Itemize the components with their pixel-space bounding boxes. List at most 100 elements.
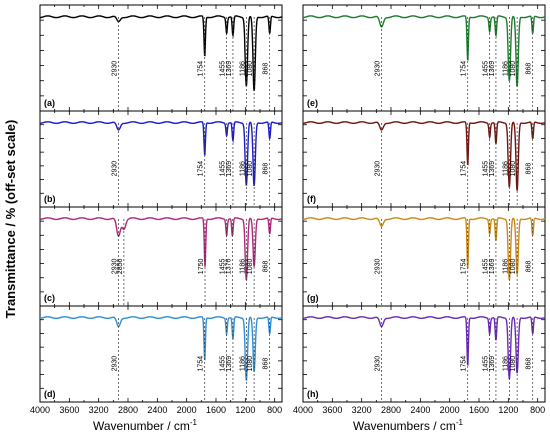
spectrum-line	[40, 15, 283, 91]
peak-label: 1080	[247, 61, 254, 77]
peak-label: 1369	[489, 61, 496, 77]
peak-label: 868	[526, 358, 533, 370]
peak-label: 1186	[239, 356, 246, 371]
x-tick-label: 1200	[498, 405, 518, 415]
peak-label: 1186	[502, 61, 509, 76]
peak-label: 1186	[239, 259, 246, 274]
spectrum-line	[303, 316, 546, 380]
panel-frame	[39, 305, 283, 403]
x-tick-label: 3200	[89, 405, 109, 415]
panel-label: (c)	[44, 293, 55, 303]
peak-label: 1186	[502, 356, 509, 371]
panel-label: (b)	[44, 194, 56, 204]
panel-label: (d)	[44, 389, 56, 399]
peak-label: 2930	[111, 61, 118, 77]
peak-label: 1369	[489, 259, 496, 275]
peak-label: 1376	[225, 259, 232, 275]
peak-label: 1369	[489, 161, 496, 177]
peak-label: 1754	[461, 356, 468, 372]
peak-label: 1369	[226, 161, 233, 177]
panel-f: 2930 1754 1455 1369 1186 1080 868 (f)	[302, 110, 546, 208]
peak-label: 1186	[502, 161, 509, 176]
x-tick-label: 4000	[293, 405, 313, 415]
peak-label: 1754	[461, 259, 468, 275]
panel-label: (g)	[307, 293, 319, 303]
x-axis-label-left: Wavenumber / cm-1	[93, 418, 198, 433]
x-tick-label: 3200	[352, 405, 372, 415]
peak-label: 2930	[374, 161, 381, 177]
peak-label: 1754	[198, 161, 205, 177]
peak-label: 1455	[220, 356, 227, 372]
peak-label: 1754	[461, 61, 468, 77]
peak-label: 1369	[226, 61, 233, 77]
panel-e: 2930 1754 1455 1369 1186 1080 868 (e)	[302, 4, 546, 112]
x-tick-label: 800	[267, 405, 282, 415]
peak-label: 868	[526, 63, 533, 75]
x-tick-label: 2400	[410, 405, 430, 415]
peak-label: 1080	[247, 356, 254, 372]
peak-label: 1080	[247, 259, 254, 275]
peak-label: 1080	[510, 161, 517, 177]
panel-frame	[302, 305, 546, 403]
peak-label: 1186	[502, 259, 509, 274]
peak-label: 1455	[483, 356, 490, 372]
peak-label: 868	[526, 260, 533, 272]
peak-label: 2930	[111, 259, 118, 275]
spectrum-line	[40, 316, 283, 381]
spectrum-line	[303, 217, 546, 281]
peak-label: 1080	[247, 161, 254, 177]
peak-label: 1754	[198, 356, 205, 372]
panel-d: 2930 1754 1455 1369 1186 1080 868 (d)	[39, 305, 283, 403]
y-axis-label: Transmittance / % (off-set scale)	[3, 120, 18, 319]
x-tick-label: 4000	[30, 405, 50, 415]
peak-label: 1455	[220, 259, 227, 275]
peak-label: 868	[263, 260, 270, 272]
spectrum-line	[303, 15, 546, 87]
panel-b: 2930 1754 1455 1369 1186 1080 868 (b)	[39, 110, 283, 208]
peak-label: 1750	[198, 259, 205, 275]
peak-label: 1186	[239, 161, 246, 176]
panel-label: (a)	[44, 98, 55, 108]
peak-label: 1754	[198, 61, 205, 77]
peak-label: 1754	[461, 161, 468, 177]
x-tick-label: 1200	[235, 405, 255, 415]
x-tick-label: 1600	[469, 405, 489, 415]
x-tick-label: 2800	[381, 405, 401, 415]
panel-a: 2930 1754 1455 1369 1186 1080 868 (a)	[39, 4, 283, 112]
peak-label: 1080	[510, 61, 517, 77]
x-axis-label-right: Wavenumbers / cm-1	[353, 418, 464, 433]
x-tick-label: 2000	[440, 405, 460, 415]
peak-label: 2930	[374, 61, 381, 77]
peak-label: 1455	[483, 161, 490, 177]
peak-label: 2930	[374, 356, 381, 372]
peak-label: 868	[526, 163, 533, 175]
peak-label: 1080	[510, 259, 517, 275]
peak-label: 1186	[239, 61, 246, 76]
x-tick-label: 2400	[147, 405, 167, 415]
x-tick-label: 2800	[118, 405, 138, 415]
peak-label: 2930	[111, 161, 118, 177]
peak-label: 1369	[226, 356, 233, 372]
panel-label: (h)	[307, 389, 319, 399]
peak-label: 1369	[489, 356, 496, 372]
peak-label: 1455	[220, 161, 227, 177]
peak-label: 1455	[220, 61, 227, 77]
peak-label: 1080	[510, 356, 517, 372]
peak-label: 2930	[111, 356, 118, 372]
peak-label: 868	[263, 163, 270, 175]
x-tick-label: 3600	[322, 405, 342, 415]
peak-label: 2930	[374, 259, 381, 275]
panel-label: (f)	[307, 194, 316, 204]
peak-label: 868	[263, 358, 270, 370]
peak-label: 1455	[483, 61, 490, 77]
spectrum-line	[303, 121, 546, 191]
peak-label: 2856	[117, 259, 124, 275]
peak-label: 1455	[483, 259, 490, 275]
panel-g: 2930 1754 1455 1369 1186 1080 868 (g)	[302, 206, 546, 307]
panel-h: 2930 1754 1455 1369 1186 1080 868 (h)	[302, 305, 546, 403]
x-tick-label: 1600	[206, 405, 226, 415]
spectrum-line	[40, 217, 283, 281]
spectrum-line	[40, 121, 283, 187]
